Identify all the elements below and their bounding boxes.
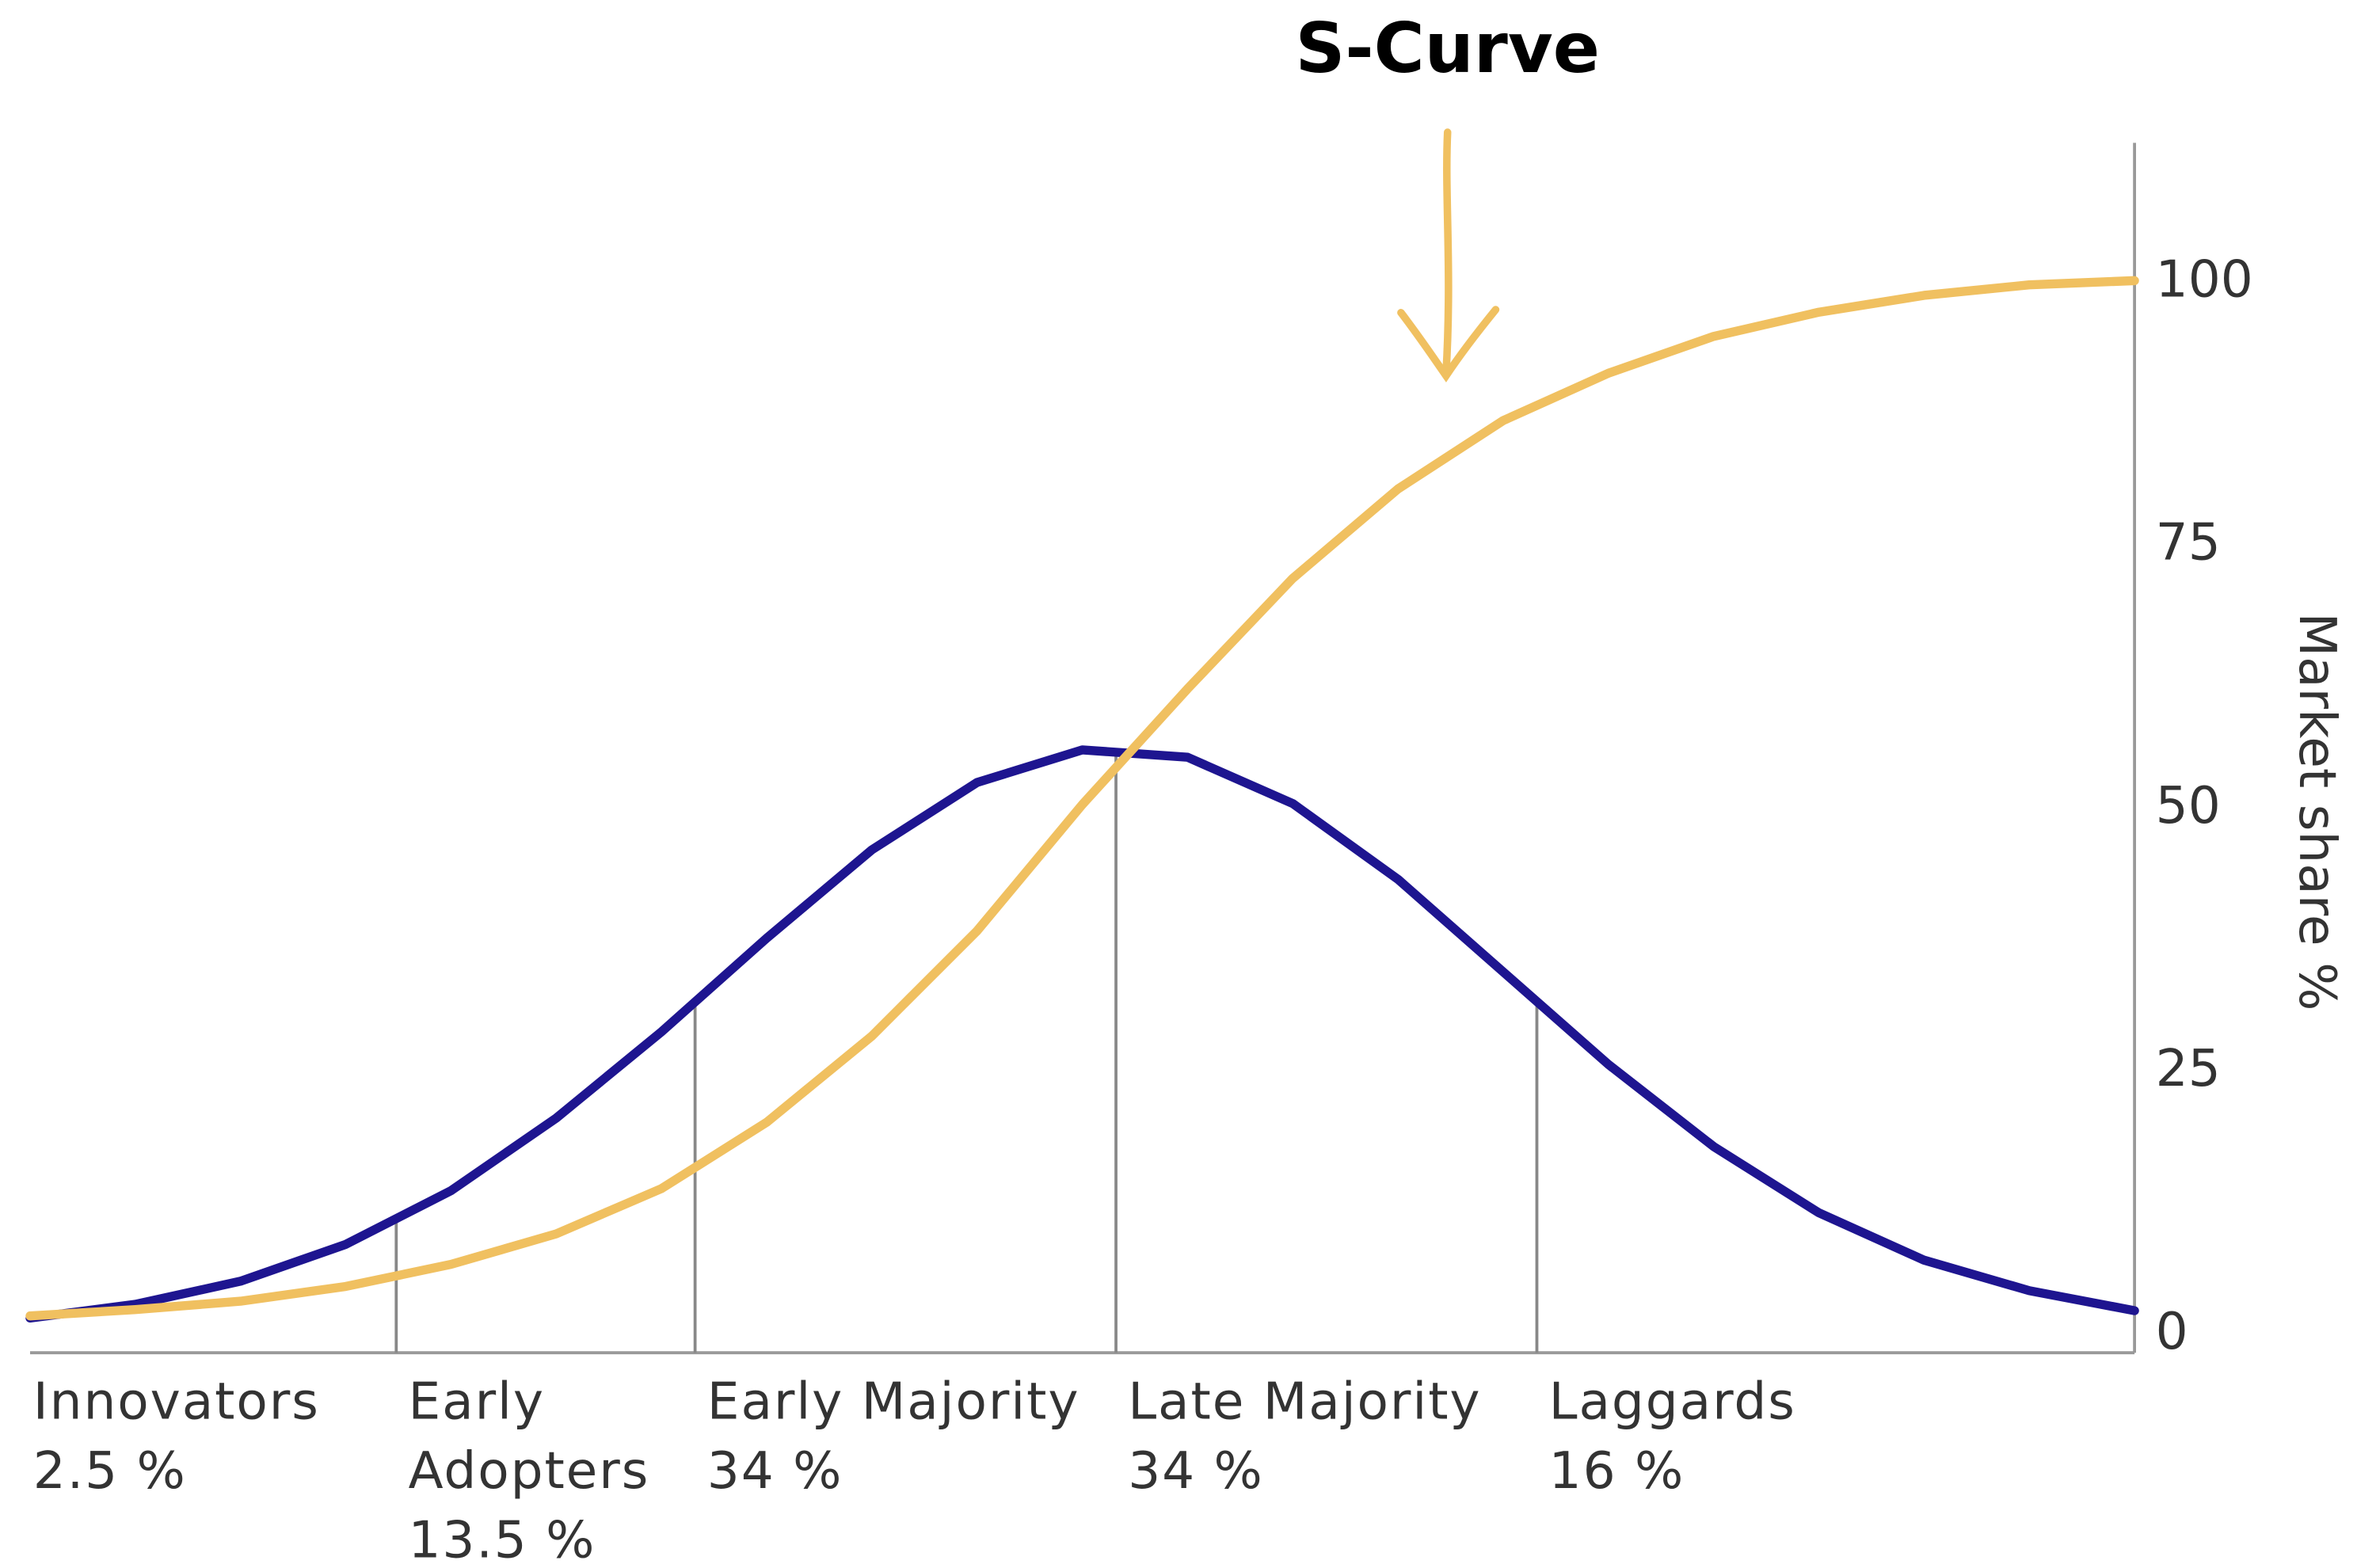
segment-label-box: Early Adopters 13.5 % [408,1368,695,1568]
y-tick-label: 100 [2156,249,2253,309]
segment-label: Late Majority 34 % [1128,1368,1536,1506]
segment-share: 2.5 % [32,1441,187,1502]
segment-label-box: Early Majority 34 % [707,1368,1116,1506]
segment-label: Early Adopters 13.5 % [408,1368,695,1568]
segment-label-box: Late Majority 34 % [1128,1368,1536,1506]
segment-label: Early Majority 34 % [707,1368,1116,1506]
segment-label: Laggards 16 % [1549,1368,1880,1506]
segment-name: Late Majority [1128,1372,1482,1433]
segment-label-box: Innovators 2.5 % [33,1368,397,1506]
segment-label: Innovators 2.5 % [33,1368,397,1506]
segment-name: Early Majority [706,1372,1080,1433]
curve [25,745,2139,1323]
segment-share: 34 % [1128,1441,1264,1502]
segment-name: Innovators [32,1372,320,1433]
y-axis-label: Market share % [2287,612,2347,1010]
y-tick-label: 75 [2156,513,2221,573]
segment-share: 13.5 % [408,1510,596,1568]
segment-share: 16 % [1548,1441,1685,1502]
segment-name: Laggards [1548,1372,1796,1433]
segment-label-box: Laggards 16 % [1549,1368,1880,1506]
y-tick-label: 25 [2156,1039,2221,1098]
y-tick-label: 50 [2156,776,2221,835]
y-tick-label: 0 [2156,1302,2188,1361]
annotation: S-Curve [1295,8,1599,89]
segment-name: Early Adopters [408,1372,650,1502]
annotation-arrow [1397,128,1500,382]
curve [25,276,2139,1321]
segment-share: 34 % [706,1441,843,1502]
